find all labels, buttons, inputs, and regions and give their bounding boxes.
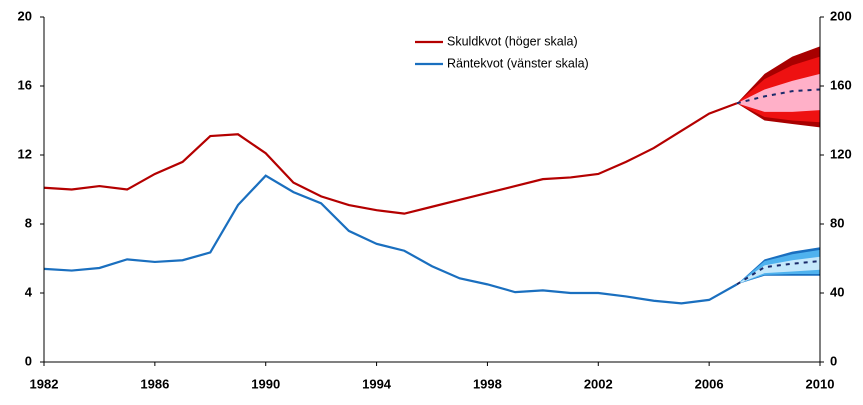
- x-tick-label: 1990: [251, 376, 280, 391]
- y2-tick-label: 200: [830, 8, 852, 23]
- series-line: [43, 102, 738, 215]
- forecast-band: [736, 73, 820, 112]
- y-tick-label: 20: [18, 8, 32, 23]
- y-tick-label: 12: [18, 146, 32, 161]
- y-tick-label: 16: [18, 77, 32, 92]
- y-tick-label: 4: [25, 284, 33, 299]
- x-tick-label: 1994: [362, 376, 392, 391]
- x-tick-label: 2010: [806, 376, 835, 391]
- legend-label: Skuldkvot (höger skala): [447, 34, 578, 48]
- y2-tick-label: 160: [830, 77, 852, 92]
- y-tick-label: 8: [25, 215, 32, 230]
- y2-tick-label: 0: [830, 353, 837, 368]
- series-line: [43, 174, 738, 305]
- x-tick-label: 2006: [695, 376, 724, 391]
- y2-tick-label: 120: [830, 146, 852, 161]
- x-tick-label: 1986: [140, 376, 169, 391]
- y2-tick-label: 40: [830, 284, 844, 299]
- x-tick-label: 2002: [584, 376, 613, 391]
- y2-tick-label: 80: [830, 215, 844, 230]
- legend-label: Räntekvot (vänster skala): [447, 56, 589, 70]
- forecast-median: [736, 260, 821, 286]
- x-tick-label: 1982: [30, 376, 59, 391]
- y-tick-label: 0: [25, 353, 32, 368]
- x-tick-label: 1998: [473, 376, 502, 391]
- forecast-band: [736, 256, 820, 285]
